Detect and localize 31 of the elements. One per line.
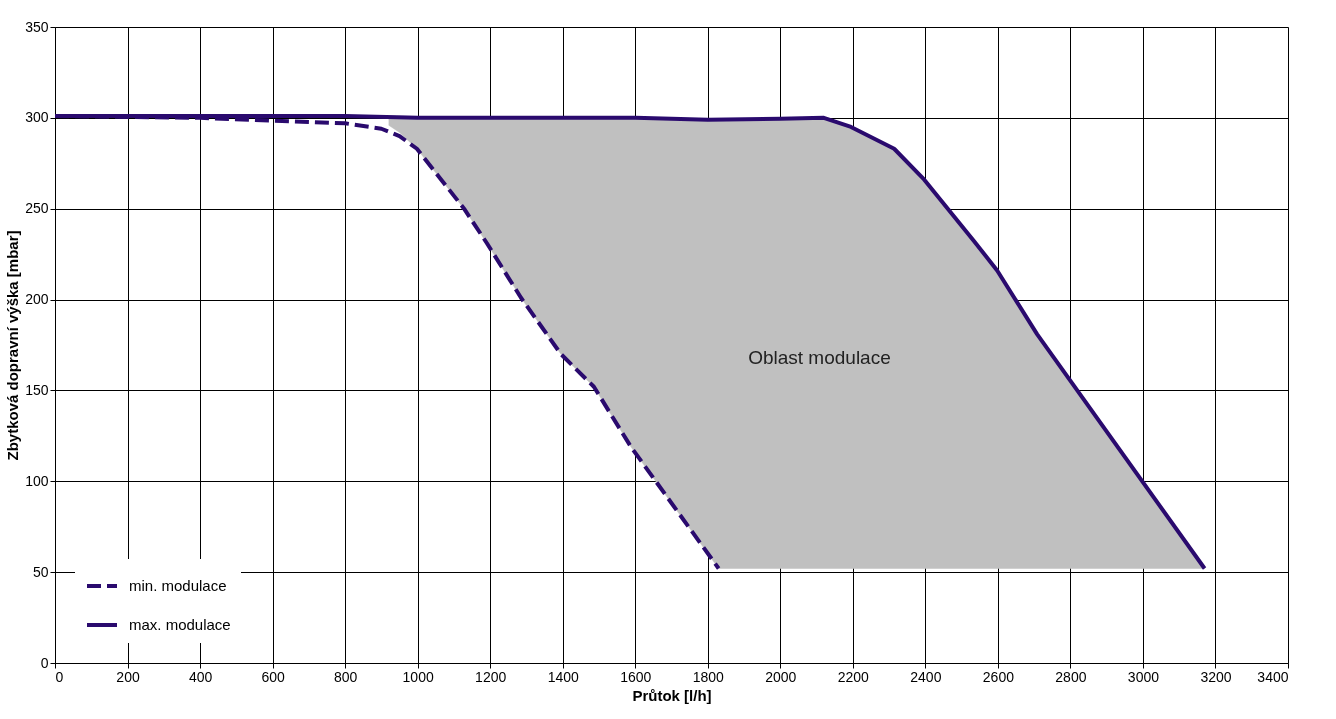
x-tick-label: 0: [55, 668, 64, 685]
legend-label: max. modulace: [129, 616, 231, 633]
y-tick-label: 50: [32, 563, 49, 580]
x-tick-label: 800: [333, 668, 358, 685]
x-tick-label: 3400: [1257, 668, 1289, 685]
x-tick-label: 400: [188, 668, 213, 685]
legend-label: min. modulace: [129, 577, 227, 594]
x-tick-label: 3000: [1127, 668, 1160, 685]
y-tick-label: 250: [25, 200, 49, 217]
x-tick-label: 2200: [837, 668, 870, 685]
x-tick-label: 2600: [982, 668, 1015, 685]
x-tick-label: 1400: [547, 668, 579, 685]
y-axis-title: Zbytková dopravní výška [mbar]: [4, 230, 22, 461]
x-axis-title: Průtok [l/h]: [632, 686, 712, 704]
x-tick-label: 1000: [402, 668, 434, 685]
x-tick-label: 200: [116, 668, 140, 685]
x-tick-label: 1800: [692, 668, 725, 685]
y-tick-label: 200: [25, 291, 49, 308]
y-tick-label: 350: [25, 18, 49, 35]
annotation: Oblast modulace: [748, 346, 891, 368]
y-tick-label: 100: [25, 472, 49, 489]
x-tick-label: 2000: [765, 668, 797, 685]
x-tick-label: 3200: [1200, 668, 1232, 685]
y-tick-label: 150: [25, 381, 49, 398]
y-tick-label: 300: [25, 109, 49, 126]
x-tick-label: 2800: [1055, 668, 1087, 685]
x-tick-label: 600: [261, 668, 285, 685]
x-tick-label: 1200: [475, 668, 507, 685]
y-tick-label: 0: [40, 654, 49, 671]
x-tick-label: 2400: [910, 668, 942, 685]
x-tick-label: 1600: [620, 668, 652, 685]
